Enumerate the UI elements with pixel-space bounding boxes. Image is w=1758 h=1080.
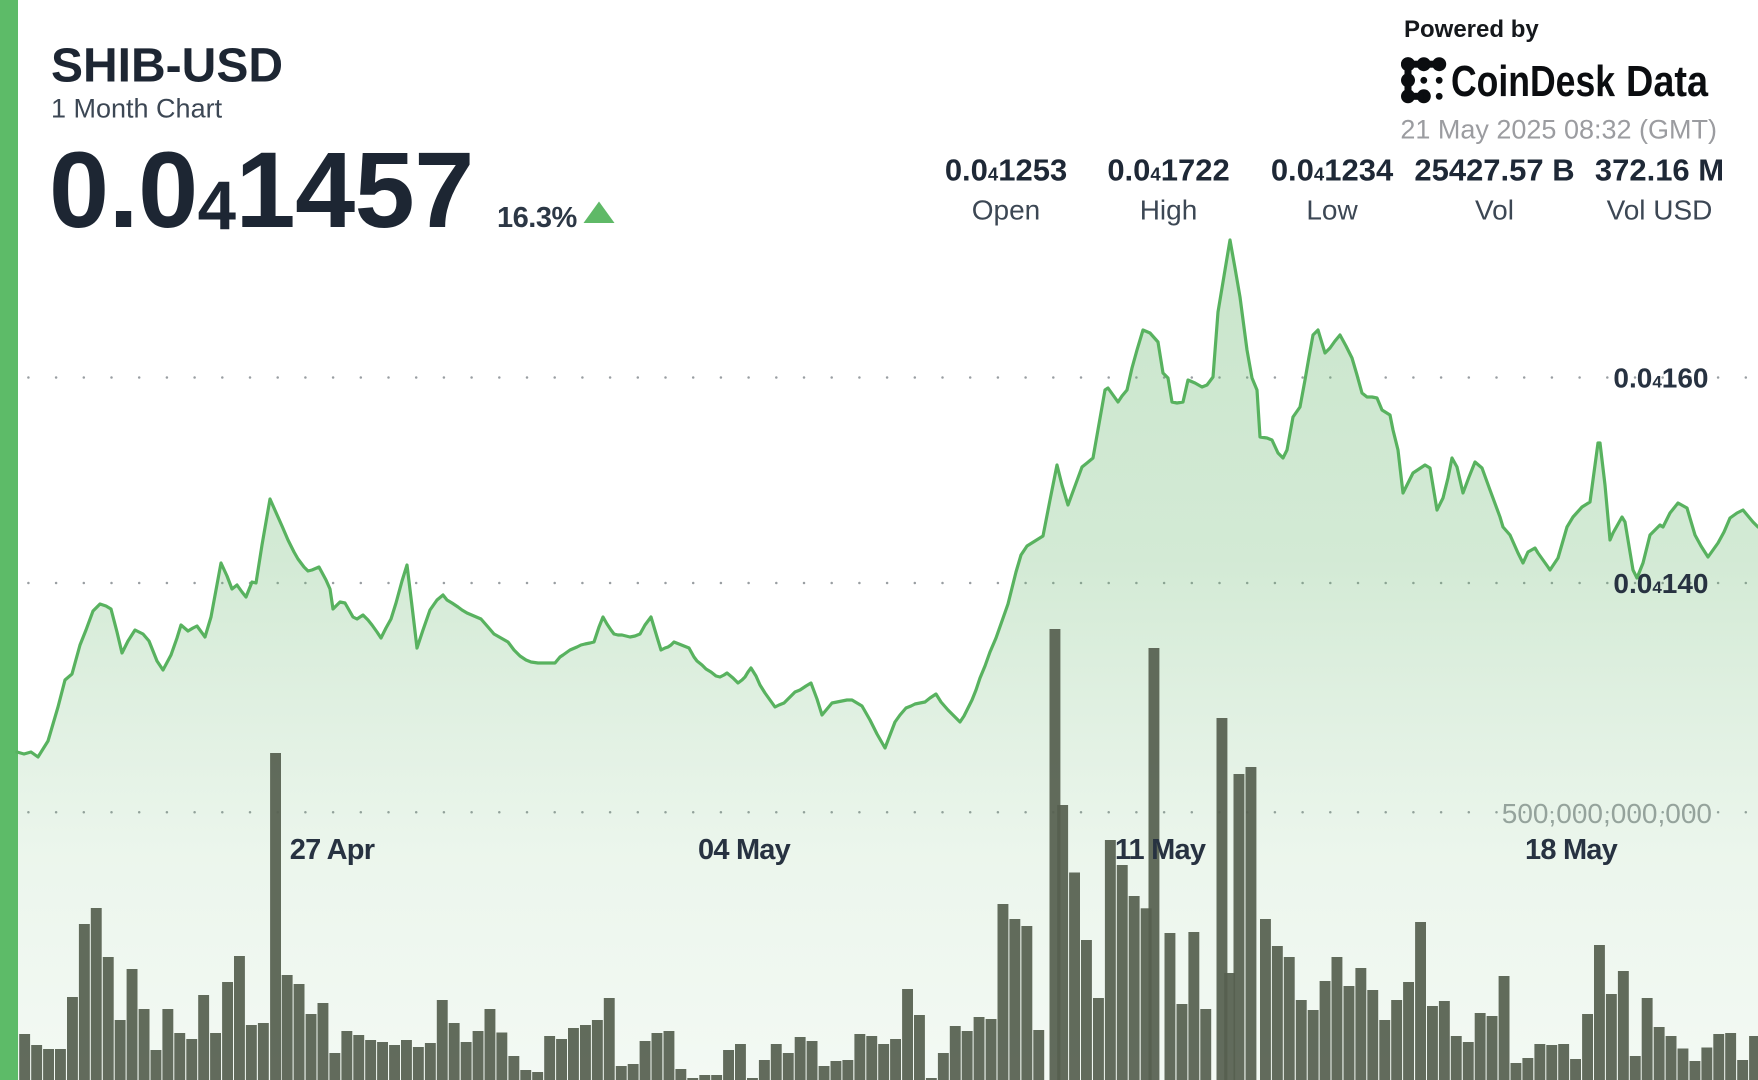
svg-text:CoinDesk: CoinDesk <box>1451 57 1615 106</box>
svg-text:0.041722: 0.041722 <box>1107 152 1229 187</box>
svg-text:500,000,000,000: 500,000,000,000 <box>1502 798 1712 829</box>
svg-text:0.041253: 0.041253 <box>945 152 1067 187</box>
svg-text:Low: Low <box>1306 194 1358 225</box>
svg-text:0.041457: 0.041457 <box>49 129 474 250</box>
svg-text:SHIB-USD: SHIB-USD <box>51 40 283 93</box>
svg-text:25427.57 B: 25427.57 B <box>1414 152 1574 187</box>
svg-text:372.16 M: 372.16 M <box>1595 152 1724 187</box>
svg-text:Vol USD: Vol USD <box>1607 194 1713 225</box>
svg-text:0.04140: 0.04140 <box>1613 568 1708 599</box>
svg-text:Open: Open <box>972 194 1041 225</box>
svg-text:Powered by: Powered by <box>1404 16 1539 43</box>
svg-text:Data: Data <box>1626 57 1708 106</box>
svg-text:21 May 2025 08:32 (GMT): 21 May 2025 08:32 (GMT) <box>1400 115 1717 145</box>
svg-text:18 May: 18 May <box>1525 834 1618 866</box>
svg-text:Vol: Vol <box>1475 194 1514 225</box>
svg-text:1 Month Chart: 1 Month Chart <box>51 94 223 124</box>
svg-text:04 May: 04 May <box>698 834 791 866</box>
svg-text:11 May: 11 May <box>1115 834 1206 866</box>
svg-text:16.3%: 16.3% <box>497 202 577 234</box>
svg-text:0.04160: 0.04160 <box>1613 363 1708 394</box>
svg-text:0.041234: 0.041234 <box>1271 152 1394 187</box>
svg-text:High: High <box>1140 194 1198 225</box>
svg-text:27 Apr: 27 Apr <box>290 834 375 866</box>
